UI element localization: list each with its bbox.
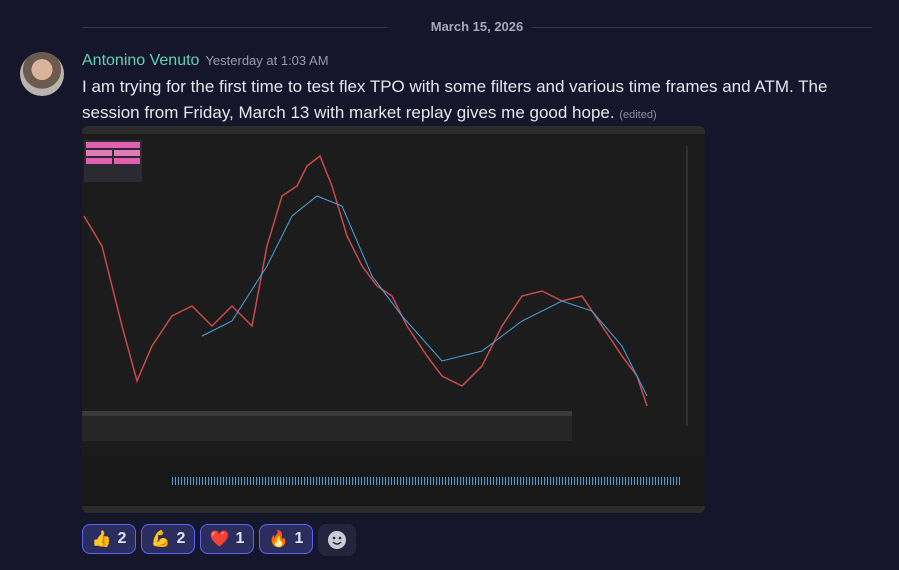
reaction-button[interactable]: 💪 2 <box>141 524 195 554</box>
toolbar <box>82 126 705 134</box>
attachment-image[interactable] <box>82 126 705 513</box>
reactions: 👍 2 💪 2 ❤️ 1 🔥 1 <box>82 524 356 556</box>
add-reaction-icon <box>328 531 346 549</box>
reaction-emoji: ❤️ <box>209 531 230 548</box>
panel-row <box>114 158 140 164</box>
divider-line <box>82 27 387 28</box>
date-divider: March 15, 2026 <box>82 16 872 38</box>
message-body: I am trying for the first time to test f… <box>82 77 828 122</box>
reaction-button[interactable]: 🔥 1 <box>259 524 313 554</box>
reaction-button[interactable]: ❤️ 1 <box>200 524 254 554</box>
reaction-count: 2 <box>176 530 186 547</box>
message-text: I am trying for the first time to test f… <box>82 74 872 128</box>
price-line <box>83 154 648 407</box>
edited-tag: (edited) <box>619 109 657 121</box>
panel-row <box>86 158 112 164</box>
reaction-count: 2 <box>117 530 127 547</box>
timestamp: Yesterday at 1:03 AM <box>205 53 329 68</box>
reaction-emoji: 🔥 <box>268 531 289 548</box>
reaction-emoji: 👍 <box>91 531 112 548</box>
average-line <box>201 195 648 397</box>
avatar[interactable] <box>20 52 64 96</box>
divider-date: March 15, 2026 <box>82 19 872 34</box>
divider-line <box>497 27 872 28</box>
panel-row <box>86 142 140 148</box>
message-header: Antonino Venuto Yesterday at 1:03 AM <box>82 52 329 70</box>
date-text: March 15, 2026 <box>422 19 532 34</box>
tab-bar <box>82 506 705 513</box>
author-name[interactable]: Antonino Venuto <box>82 52 200 69</box>
panel-row <box>114 150 140 156</box>
reaction-count: 1 <box>294 530 304 547</box>
reaction-count: 1 <box>235 530 245 547</box>
reaction-emoji: 💪 <box>150 531 171 548</box>
add-reaction[interactable] <box>318 524 356 556</box>
image-bg <box>82 126 705 513</box>
reaction-button[interactable]: 👍 2 <box>82 524 136 554</box>
panel-row <box>86 150 112 156</box>
control-bar <box>82 411 572 416</box>
